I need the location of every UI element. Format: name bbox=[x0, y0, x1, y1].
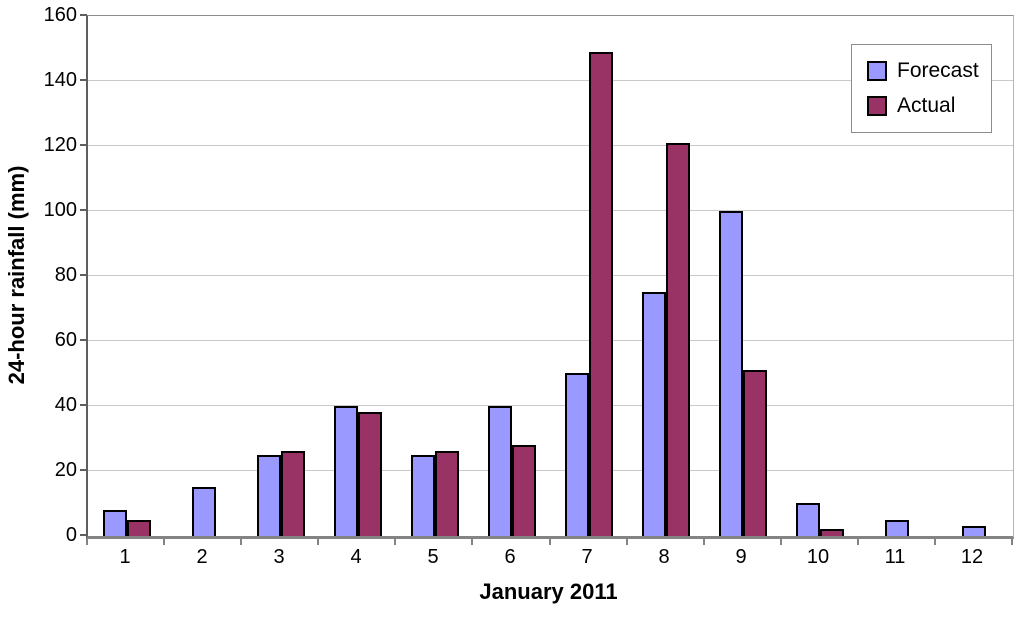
y-tick-label-60: 60 bbox=[54, 329, 77, 351]
x-tick-label-4: 4 bbox=[350, 546, 362, 568]
bar-actual-day-6 bbox=[511, 445, 536, 536]
bar-group-day-12 bbox=[936, 16, 1013, 536]
bar-group-day-1 bbox=[88, 16, 165, 536]
legend-label-forecast: Forecast bbox=[897, 58, 979, 82]
bar-group-day-9 bbox=[705, 16, 782, 536]
forecast-swatch-icon bbox=[867, 60, 887, 81]
bar-actual-day-4 bbox=[357, 412, 382, 536]
bar-group-day-7 bbox=[551, 16, 628, 536]
bar-forecast-day-10 bbox=[796, 503, 821, 536]
gridline-y-100 bbox=[88, 210, 1013, 211]
bar-actual-day-7 bbox=[589, 52, 614, 536]
y-tick-mark-20 bbox=[80, 469, 87, 471]
legend-item-actual: Actual bbox=[867, 94, 991, 118]
gridline-y-60 bbox=[88, 340, 1013, 341]
x-tick-mark-5 bbox=[471, 539, 473, 545]
x-tick-mark-10 bbox=[857, 539, 859, 545]
bar-actual-day-9 bbox=[743, 370, 768, 536]
x-tick-mark-9 bbox=[780, 539, 782, 545]
y-tick-mark-100 bbox=[80, 209, 87, 211]
x-tick-mark-11 bbox=[934, 539, 936, 545]
y-tick-mark-80 bbox=[80, 274, 87, 276]
gridline-y-140 bbox=[88, 80, 1013, 81]
gridline-y-40 bbox=[88, 405, 1013, 406]
bar-group-day-2 bbox=[165, 16, 242, 536]
gridline-y-120 bbox=[88, 145, 1013, 146]
x-tick-label-12: 12 bbox=[960, 546, 984, 568]
x-tick-mark-0 bbox=[86, 539, 88, 545]
bar-forecast-day-11 bbox=[885, 520, 910, 536]
legend-label-actual: Actual bbox=[897, 94, 956, 118]
bar-forecast-day-12 bbox=[962, 526, 987, 536]
actual-swatch-icon bbox=[867, 96, 887, 117]
gridline-y-20 bbox=[88, 470, 1013, 471]
x-tick-label-2: 2 bbox=[196, 546, 208, 568]
bar-forecast-day-5 bbox=[410, 455, 435, 536]
bar-group-day-11 bbox=[859, 16, 936, 536]
bar-actual-day-3 bbox=[280, 451, 305, 536]
y-tick-label-80: 80 bbox=[54, 264, 77, 286]
x-tick-mark-12 bbox=[1011, 539, 1013, 545]
legend: Forecast Actual bbox=[851, 44, 992, 133]
y-tick-mark-60 bbox=[80, 339, 87, 341]
bar-group-day-6 bbox=[473, 16, 550, 536]
bar-group-day-8 bbox=[628, 16, 705, 536]
x-tick-mark-2 bbox=[240, 539, 242, 545]
bar-actual-day-5 bbox=[434, 451, 459, 536]
x-tick-label-3: 3 bbox=[273, 546, 285, 568]
gridline-y-80 bbox=[88, 275, 1013, 276]
y-tick-label-160: 160 bbox=[43, 4, 77, 26]
x-tick-mark-4 bbox=[394, 539, 396, 545]
bar-group-day-3 bbox=[242, 16, 319, 536]
bar-forecast-day-7 bbox=[565, 373, 590, 536]
bar-actual-day-10 bbox=[820, 529, 845, 536]
bar-forecast-day-6 bbox=[487, 406, 512, 536]
bar-group-day-5 bbox=[396, 16, 473, 536]
y-tick-mark-0 bbox=[80, 534, 87, 536]
bar-group-day-10 bbox=[782, 16, 859, 536]
x-tick-label-11: 11 bbox=[884, 546, 906, 568]
x-axis-title: January 2011 bbox=[479, 579, 618, 604]
y-tick-mark-160 bbox=[80, 14, 87, 16]
y-tick-label-0: 0 bbox=[65, 524, 77, 546]
x-tick-mark-8 bbox=[703, 539, 705, 545]
bar-actual-day-1 bbox=[126, 520, 151, 536]
x-tick-label-7: 7 bbox=[581, 546, 593, 568]
bar-forecast-day-2 bbox=[191, 487, 216, 536]
x-tick-label-5: 5 bbox=[427, 546, 439, 568]
bar-forecast-day-1 bbox=[102, 510, 127, 536]
bar-group-day-4 bbox=[319, 16, 396, 536]
y-tick-mark-120 bbox=[80, 144, 87, 146]
x-tick-label-6: 6 bbox=[504, 546, 516, 568]
y-tick-label-120: 120 bbox=[43, 134, 77, 156]
y-tick-label-140: 140 bbox=[43, 69, 77, 91]
x-tick-label-1: 1 bbox=[119, 546, 131, 568]
x-tick-mark-7 bbox=[626, 539, 628, 545]
bar-forecast-day-8 bbox=[642, 292, 667, 536]
x-tick-label-9: 9 bbox=[735, 546, 747, 568]
bar-actual-day-8 bbox=[666, 143, 691, 536]
y-tick-mark-40 bbox=[80, 404, 87, 406]
x-tick-mark-3 bbox=[317, 539, 319, 545]
x-tick-mark-1 bbox=[163, 539, 165, 545]
x-tick-label-10: 10 bbox=[806, 546, 830, 568]
legend-item-forecast: Forecast bbox=[867, 59, 991, 83]
y-tick-label-20: 20 bbox=[54, 459, 77, 481]
y-tick-label-100: 100 bbox=[43, 199, 77, 221]
y-tick-mark-140 bbox=[80, 79, 87, 81]
bar-forecast-day-9 bbox=[719, 211, 744, 536]
bar-forecast-day-4 bbox=[333, 406, 358, 536]
y-tick-label-40: 40 bbox=[54, 394, 77, 416]
bar-forecast-day-3 bbox=[256, 455, 281, 536]
x-tick-label-8: 8 bbox=[658, 546, 670, 568]
x-tick-mark-6 bbox=[549, 539, 551, 545]
